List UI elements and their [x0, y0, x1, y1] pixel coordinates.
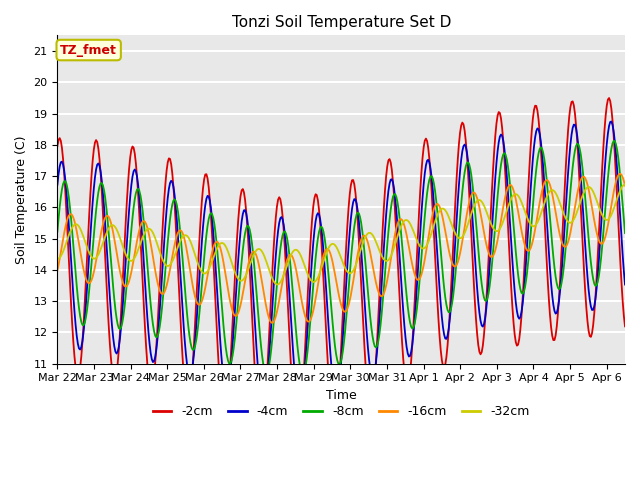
Y-axis label: Soil Temperature (C): Soil Temperature (C)	[15, 135, 28, 264]
Legend: -2cm, -4cm, -8cm, -16cm, -32cm: -2cm, -4cm, -8cm, -16cm, -32cm	[148, 400, 535, 423]
Text: TZ_fmet: TZ_fmet	[60, 44, 117, 57]
Title: Tonzi Soil Temperature Set D: Tonzi Soil Temperature Set D	[232, 15, 451, 30]
X-axis label: Time: Time	[326, 389, 356, 402]
